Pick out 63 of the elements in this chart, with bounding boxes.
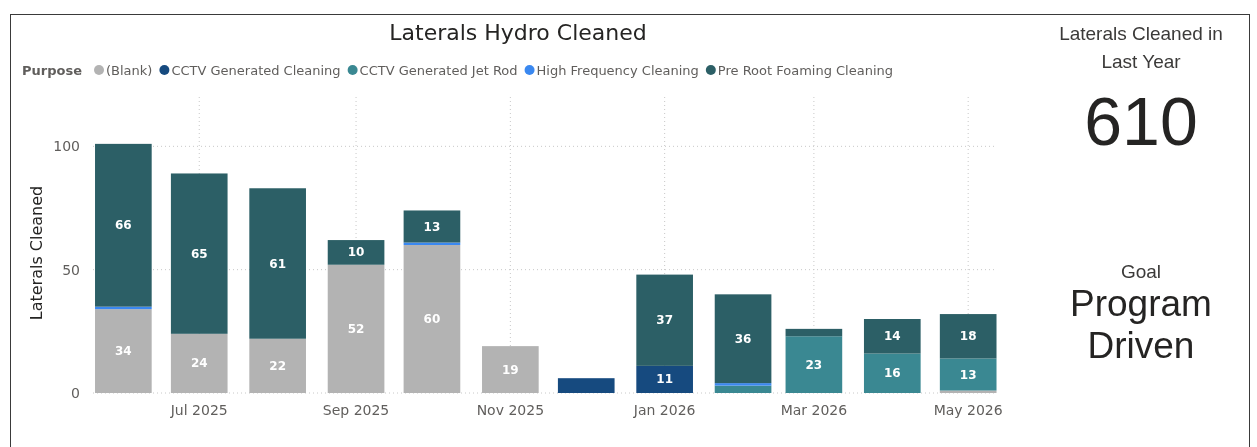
chart-title: Laterals Hydro Cleaned bbox=[389, 20, 647, 45]
bar bbox=[636, 365, 693, 393]
legend-label: CCTV Generated Cleaning bbox=[171, 62, 341, 78]
text: Laterals Cleaned in Last Year bbox=[1059, 23, 1223, 72]
bar bbox=[482, 346, 539, 393]
y-tick-label: 50 bbox=[62, 261, 80, 278]
legend-label: Pre Root Foaming Cleaning bbox=[717, 62, 894, 78]
data-label: 66 bbox=[115, 218, 132, 233]
bar bbox=[170, 173, 228, 334]
bar bbox=[249, 188, 306, 339]
bar bbox=[939, 314, 997, 359]
bar bbox=[403, 245, 461, 393]
data-label: 23 bbox=[805, 357, 823, 372]
bar bbox=[714, 383, 772, 386]
bar bbox=[170, 333, 228, 393]
x-tick-label: Nov 2025 bbox=[476, 402, 545, 418]
bar bbox=[863, 353, 921, 393]
data-label: 14 bbox=[883, 329, 901, 344]
y-axis-title: Laterals Cleaned bbox=[27, 185, 46, 321]
data-label: 22 bbox=[269, 358, 286, 373]
data-label: 16 bbox=[883, 366, 901, 381]
bar bbox=[557, 378, 615, 393]
legend-label: High Frequency Cleaning bbox=[536, 62, 699, 78]
data-label: 34 bbox=[115, 344, 132, 359]
x-tick-label: Mar 2026 bbox=[780, 402, 848, 418]
data-label: 65 bbox=[190, 246, 208, 261]
text: 610 bbox=[1084, 83, 1198, 159]
legend-title: Purpose bbox=[22, 62, 83, 78]
bar bbox=[95, 143, 152, 307]
bar bbox=[249, 338, 306, 393]
bar bbox=[403, 210, 461, 243]
legend-label: (Blank) bbox=[105, 62, 153, 78]
bar bbox=[95, 309, 152, 393]
data-label: 24 bbox=[190, 356, 208, 371]
y-tick-label: 100 bbox=[53, 138, 80, 155]
data-label: 19 bbox=[502, 362, 519, 377]
data-label: 13 bbox=[959, 367, 977, 382]
bar bbox=[863, 319, 921, 354]
x-tick-label: Jul 2025 bbox=[169, 402, 228, 418]
y-tick-label: 0 bbox=[71, 385, 80, 401]
data-label: 36 bbox=[734, 331, 752, 346]
data-label: 61 bbox=[269, 256, 286, 271]
data-label: 10 bbox=[347, 245, 365, 260]
legend-label: CCTV Generated Jet Rod bbox=[359, 62, 518, 78]
text: Goal bbox=[1120, 261, 1162, 282]
x-tick-label: Sep 2025 bbox=[322, 402, 390, 418]
text: Program Driven bbox=[1070, 283, 1212, 366]
data-label: 52 bbox=[347, 321, 365, 336]
data-label: 11 bbox=[656, 372, 673, 387]
bar bbox=[785, 336, 843, 393]
bar bbox=[636, 274, 693, 366]
x-tick-label: May 2026 bbox=[933, 402, 1003, 418]
bar bbox=[714, 385, 772, 393]
bar bbox=[714, 294, 772, 384]
x-tick-label: Jan 2026 bbox=[632, 402, 696, 418]
bar bbox=[327, 240, 385, 265]
bar bbox=[939, 358, 997, 391]
data-label: 60 bbox=[423, 312, 441, 326]
data-label: 37 bbox=[656, 313, 673, 328]
bar bbox=[785, 328, 843, 337]
data-label: 18 bbox=[959, 329, 977, 344]
bar bbox=[327, 264, 385, 393]
data-label: 13 bbox=[423, 219, 441, 234]
